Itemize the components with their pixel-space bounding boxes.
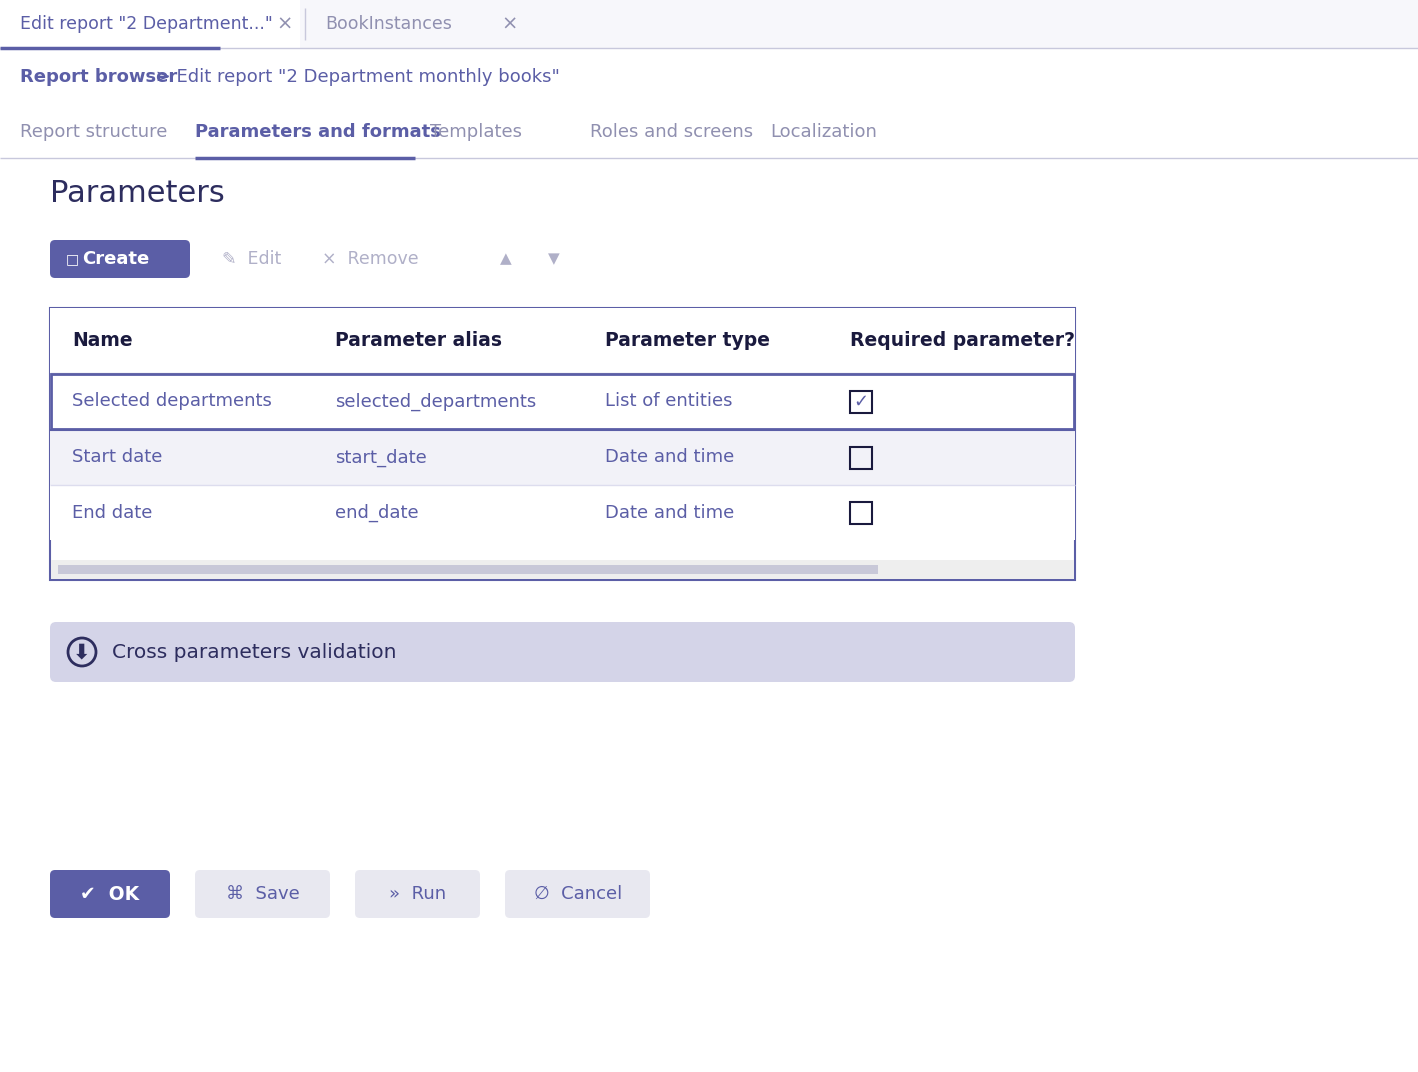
FancyBboxPatch shape bbox=[50, 240, 190, 278]
Text: BookInstances: BookInstances bbox=[325, 15, 452, 33]
Text: ▲: ▲ bbox=[501, 252, 512, 267]
FancyBboxPatch shape bbox=[354, 870, 481, 918]
Text: Localization: Localization bbox=[770, 123, 876, 142]
Bar bbox=[849, 502, 872, 523]
Bar bbox=[0, 160, 1418, 225]
Text: Selected departments: Selected departments bbox=[72, 392, 272, 411]
Text: end_date: end_date bbox=[335, 504, 418, 522]
Bar bbox=[849, 390, 872, 413]
Text: start_date: start_date bbox=[335, 448, 427, 466]
Text: ⌘  Save: ⌘ Save bbox=[225, 885, 299, 903]
Text: Parameters and formats: Parameters and formats bbox=[196, 123, 441, 142]
Text: List of entities: List of entities bbox=[605, 392, 733, 411]
Text: ⬇: ⬇ bbox=[74, 642, 91, 662]
Bar bbox=[0, 105, 1418, 160]
Text: Date and time: Date and time bbox=[605, 504, 735, 521]
Bar bbox=[51, 560, 1073, 579]
Text: ✎  Edit: ✎ Edit bbox=[223, 250, 281, 268]
Text: ∅  Cancel: ∅ Cancel bbox=[533, 885, 623, 903]
FancyBboxPatch shape bbox=[505, 870, 649, 918]
Bar bbox=[50, 308, 1075, 373]
Text: □: □ bbox=[67, 252, 79, 266]
Bar bbox=[0, 48, 1418, 105]
Bar bbox=[0, 225, 1418, 291]
Bar bbox=[0, 0, 1418, 48]
Text: »  Run: » Run bbox=[390, 885, 447, 903]
Text: Create: Create bbox=[82, 250, 149, 268]
Text: ✔  OK: ✔ OK bbox=[81, 884, 139, 904]
Bar bbox=[0, 0, 301, 48]
Text: Report browser: Report browser bbox=[20, 68, 177, 86]
Bar bbox=[50, 308, 1075, 580]
Text: Cross parameters validation: Cross parameters validation bbox=[112, 642, 397, 661]
FancyBboxPatch shape bbox=[50, 622, 1075, 682]
Text: > Edit report "2 Department monthly books": > Edit report "2 Department monthly book… bbox=[150, 68, 560, 86]
Text: selected_departments: selected_departments bbox=[335, 392, 536, 411]
Text: ▼: ▼ bbox=[547, 252, 560, 267]
FancyBboxPatch shape bbox=[196, 870, 330, 918]
Text: Parameters: Parameters bbox=[50, 179, 224, 208]
Bar bbox=[50, 373, 1075, 430]
Text: Date and time: Date and time bbox=[605, 448, 735, 466]
Bar bbox=[849, 447, 872, 468]
Text: Roles and screens: Roles and screens bbox=[590, 123, 753, 142]
Text: Templates: Templates bbox=[430, 123, 522, 142]
Bar bbox=[306, 0, 526, 48]
FancyBboxPatch shape bbox=[50, 870, 170, 918]
Text: ✓: ✓ bbox=[854, 392, 869, 411]
Text: End date: End date bbox=[72, 504, 152, 521]
Text: ×  Remove: × Remove bbox=[322, 250, 418, 268]
Bar bbox=[50, 485, 1075, 540]
Text: Required parameter?: Required parameter? bbox=[849, 331, 1075, 349]
Text: Start date: Start date bbox=[72, 448, 163, 466]
Text: Parameter alias: Parameter alias bbox=[335, 331, 502, 349]
Bar bbox=[50, 430, 1075, 485]
Text: ×: × bbox=[277, 15, 294, 33]
Bar bbox=[58, 565, 878, 574]
Text: ×: × bbox=[502, 15, 518, 33]
Text: Name: Name bbox=[72, 331, 133, 349]
Text: Parameter type: Parameter type bbox=[605, 331, 770, 349]
Text: Edit report "2 Department...": Edit report "2 Department..." bbox=[20, 15, 272, 33]
Text: Report structure: Report structure bbox=[20, 123, 167, 142]
Bar bbox=[51, 374, 1073, 429]
